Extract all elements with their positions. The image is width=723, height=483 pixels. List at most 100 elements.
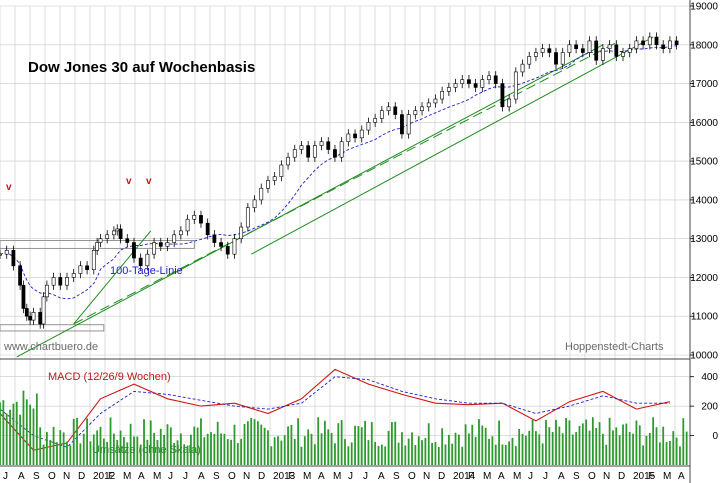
volume-bar <box>62 432 65 465</box>
volume-bar <box>478 419 480 465</box>
volume-bar <box>243 424 246 465</box>
month-label: A <box>498 471 505 482</box>
volume-bar <box>511 437 514 465</box>
candle-body <box>507 98 512 108</box>
month-label: J <box>528 471 533 482</box>
volume-bar <box>92 434 95 465</box>
volume-bar <box>521 433 524 465</box>
volume-bar <box>367 440 370 465</box>
volume-bar <box>293 438 296 465</box>
chart-title: Dow Jones 30 auf Wochenbasis <box>28 59 255 76</box>
month-label: J <box>3 471 8 482</box>
candle-body <box>406 114 411 135</box>
candle-body <box>493 75 498 84</box>
candle-body <box>319 141 324 146</box>
candle-body <box>266 180 270 189</box>
candle-body <box>292 149 297 158</box>
month-label: S <box>393 471 400 482</box>
candle-body <box>41 296 46 325</box>
volume-bar <box>581 423 584 465</box>
volume-bar <box>612 430 614 465</box>
candle-body <box>65 277 69 286</box>
volume-bar <box>658 442 661 465</box>
volume-bar <box>159 428 162 465</box>
macd-line <box>0 368 671 451</box>
candle-body <box>547 48 552 53</box>
month-label: M <box>123 471 131 482</box>
volume-bar <box>126 442 129 465</box>
volume-bar <box>551 432 554 465</box>
volume-bar <box>665 441 668 465</box>
volume-bar <box>374 441 377 465</box>
candle-body <box>661 44 666 49</box>
candle-body <box>580 48 585 53</box>
candle-body <box>115 228 120 232</box>
volume-bar <box>29 404 32 465</box>
volume-bar <box>377 445 380 465</box>
volume-bar <box>99 426 102 465</box>
volume-bar <box>628 431 631 465</box>
volume-bar <box>52 426 55 465</box>
month-label: J <box>348 471 353 482</box>
volume-bar <box>330 432 333 465</box>
candle-body <box>614 44 619 57</box>
candle-body <box>601 48 605 61</box>
volume-bar <box>498 420 500 465</box>
volume-bar <box>568 420 571 465</box>
volume-bar <box>166 424 169 465</box>
trend-line-upper <box>250 36 654 255</box>
moving-average-line <box>0 45 677 300</box>
month-label: N <box>63 471 70 482</box>
volume-bar <box>133 436 135 465</box>
candle-body <box>433 98 438 104</box>
month-label: M <box>333 471 341 482</box>
volume-bar <box>444 444 447 465</box>
volume-bar <box>72 418 75 465</box>
volume-bar <box>334 443 336 465</box>
candle-body <box>359 129 364 139</box>
volume-bar <box>578 425 581 465</box>
month-label: J <box>363 471 368 482</box>
volume-bar <box>196 427 199 465</box>
month-label: J <box>168 471 173 482</box>
volume-bar <box>313 444 316 465</box>
month-label: N <box>603 471 610 482</box>
volume-bar <box>555 419 557 465</box>
volume-bar <box>123 437 125 465</box>
volume-bar <box>404 445 407 465</box>
volume-bar <box>565 417 567 465</box>
volume-bar <box>176 440 179 465</box>
month-label: N <box>243 471 250 482</box>
macd-tick-label: 0 <box>712 431 718 442</box>
month-label: D <box>438 471 445 482</box>
volume-bar <box>645 435 648 465</box>
candle-body <box>21 284 26 309</box>
month-label: 2013 <box>273 471 296 482</box>
candle-body <box>393 106 398 115</box>
volume-bar <box>437 446 440 465</box>
month-label: M <box>303 471 311 482</box>
month-label: M <box>483 471 491 482</box>
volume-bar <box>287 426 289 465</box>
month-label: A <box>18 471 25 482</box>
candle-body <box>534 52 538 57</box>
volume-bar <box>277 436 279 465</box>
volume-bar <box>585 419 588 465</box>
candle-body <box>145 253 150 267</box>
volume-bar <box>588 430 591 465</box>
volume-bar <box>240 438 243 465</box>
month-label: D <box>258 471 265 482</box>
candle-body <box>594 40 599 61</box>
volume-bar <box>310 433 313 465</box>
candle-body <box>51 277 56 286</box>
volume-bar <box>380 444 383 465</box>
macd-signal-line <box>0 376 670 448</box>
candle-body <box>574 44 579 49</box>
volume-bar <box>102 438 105 465</box>
volume-bar <box>260 424 263 465</box>
month-label: 2015 <box>633 471 656 482</box>
candle-body <box>78 265 83 274</box>
candle-body <box>540 48 545 53</box>
volume-bar <box>538 434 541 465</box>
